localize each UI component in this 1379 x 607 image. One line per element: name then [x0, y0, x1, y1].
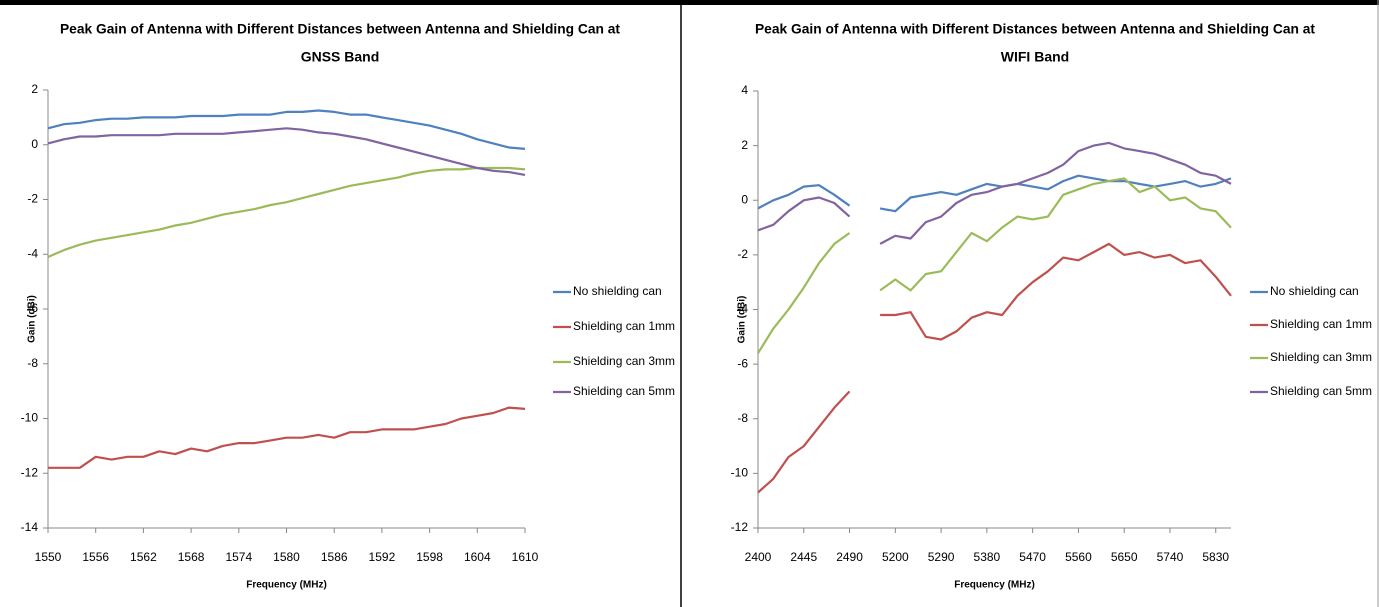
- x-tick-label: 5290: [928, 550, 955, 564]
- x-tick-label: 1568: [178, 550, 205, 564]
- chart-title: Peak Gain of Antenna with Different Dist…: [60, 21, 620, 37]
- y-tick-label: -14: [21, 520, 39, 534]
- x-tick-label: 1586: [321, 550, 348, 564]
- series-line: [757, 177, 1232, 354]
- x-tick-label: 1574: [225, 550, 252, 564]
- y-tick-label: -6: [27, 301, 38, 315]
- series-line: [48, 406, 526, 469]
- legend-label: No shielding can: [573, 284, 662, 298]
- x-axis-label: Frequency (MHz): [954, 580, 1035, 591]
- legend-label: Shielding can 3mm: [1270, 350, 1372, 364]
- x-tick-label: 5650: [1111, 550, 1138, 564]
- x-tick-label: 5740: [1157, 550, 1184, 564]
- chart-title: Peak Gain of Antenna with Different Dist…: [755, 21, 1315, 37]
- y-tick-label: -2: [737, 247, 748, 261]
- series-line: [47, 127, 526, 176]
- legend-label: Shielding can 5mm: [1270, 384, 1372, 398]
- y-tick-label: -10: [21, 411, 39, 425]
- x-tick-label: 1610: [512, 550, 539, 564]
- y-tick-label: -8: [27, 356, 38, 370]
- x-tick-label: 1598: [416, 550, 443, 564]
- x-tick-label: 5380: [974, 550, 1001, 564]
- y-tick-label: -10: [731, 466, 749, 480]
- top-bar: [0, 0, 1379, 5]
- legend-label: Shielding can 1mm: [573, 319, 675, 333]
- x-tick-label: 1592: [369, 550, 396, 564]
- y-tick-label: -2: [27, 192, 38, 206]
- y-tick-label: 0: [741, 192, 748, 206]
- x-tick-label: 1550: [35, 550, 62, 564]
- series-line: [757, 242, 1232, 494]
- y-tick-label: -6: [737, 356, 748, 370]
- y-tick-label: 0: [31, 137, 38, 151]
- y-tick-label: 2: [31, 82, 38, 96]
- legend-label: Shielding can 5mm: [573, 384, 675, 398]
- y-axis-label: Gain (dBi): [737, 296, 748, 344]
- y-tick-label: 4: [741, 83, 748, 97]
- y-tick-label: -12: [21, 465, 39, 479]
- x-tick-label: 5560: [1065, 550, 1092, 564]
- series-line: [757, 141, 1232, 245]
- x-tick-label: 2445: [790, 550, 817, 564]
- legend-label: No shielding can: [1270, 284, 1359, 298]
- x-tick-label: 1604: [464, 550, 491, 564]
- y-axis-label: Gain (dBi): [27, 295, 38, 343]
- chart-title: GNSS Band: [301, 49, 380, 65]
- x-tick-label: 5470: [1019, 550, 1046, 564]
- y-tick-label: -8: [737, 411, 748, 425]
- y-tick-label: -4: [737, 302, 748, 316]
- legend-label: Shielding can 3mm: [573, 354, 675, 368]
- y-tick-label: -12: [731, 520, 749, 534]
- x-tick-label: 1556: [82, 550, 109, 564]
- chart-title: WIFI Band: [1001, 49, 1069, 65]
- x-tick-label: 1562: [130, 550, 157, 564]
- x-axis-label: Frequency (MHz): [246, 580, 327, 591]
- series-line: [47, 109, 526, 150]
- x-tick-label: 2400: [745, 550, 772, 564]
- x-tick-label: 2490: [836, 550, 863, 564]
- y-tick-label: 2: [741, 138, 748, 152]
- legend-label: Shielding can 1mm: [1270, 317, 1372, 331]
- series-line: [47, 166, 526, 259]
- series-line: [757, 174, 1232, 213]
- x-tick-label: 5830: [1202, 550, 1229, 564]
- x-tick-label: 5200: [882, 550, 909, 564]
- x-tick-label: 1580: [273, 550, 300, 564]
- y-tick-label: -4: [27, 246, 38, 260]
